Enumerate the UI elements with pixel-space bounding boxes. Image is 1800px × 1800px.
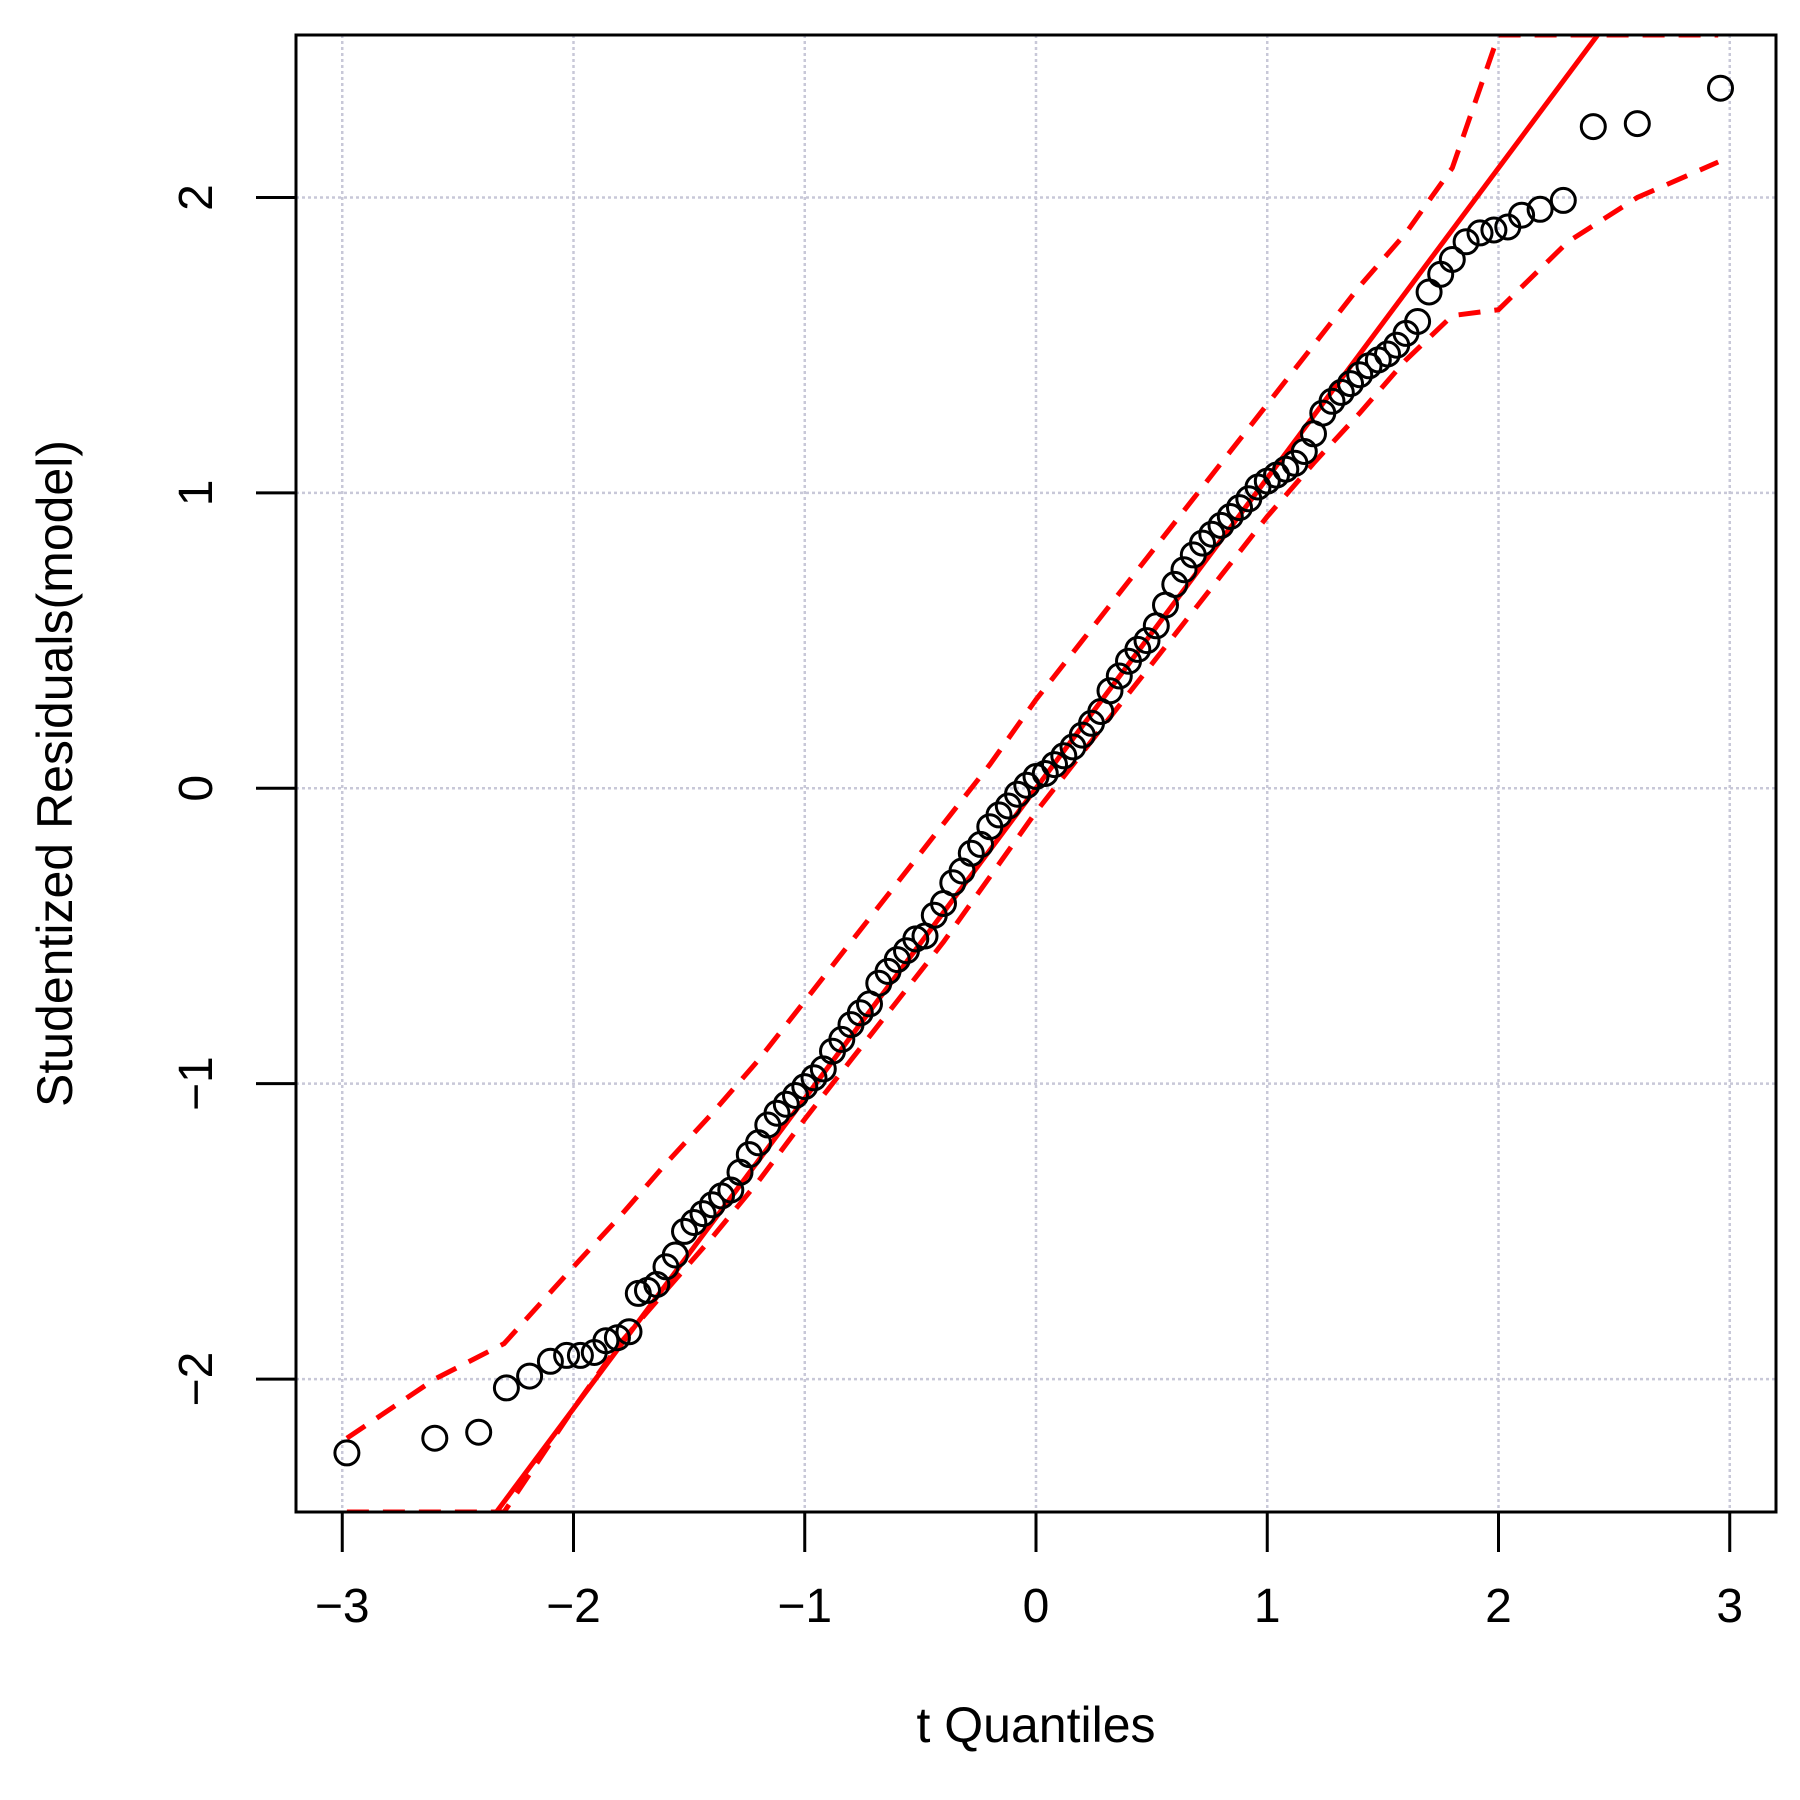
data-point [689,1200,717,1228]
data-point [1050,742,1078,770]
data-point [1549,186,1577,214]
y-tick-label: 2 [170,184,223,211]
data-point [1226,494,1253,522]
data-points [333,74,1734,1467]
envelope-lower-line [346,159,1720,1512]
data-point [1452,228,1480,256]
data-point [553,1341,581,1369]
y-axis-title: Studentized Residuals(model) [27,440,83,1107]
data-point [1466,219,1494,247]
data-point [828,1025,856,1053]
data-point [1526,195,1554,223]
data-point [1198,520,1226,548]
data-point [1161,570,1189,598]
data-point [1041,751,1068,779]
y-tick-label: 0 [170,775,223,802]
x-tick-label: 2 [1485,1580,1512,1633]
data-point [671,1217,698,1245]
x-tick-label: −1 [777,1580,832,1633]
x-tick-label: −2 [546,1580,601,1633]
data-point [1346,361,1374,389]
data-point [615,1318,643,1346]
x-axis-title: t Quantiles [916,1697,1155,1753]
data-point [1508,201,1536,229]
data-point [566,1341,594,1369]
x-tick-label: −3 [315,1580,370,1633]
data-point [957,839,985,867]
x-tick-label: 3 [1716,1580,1743,1633]
data-point [1105,662,1133,690]
data-point [846,999,874,1027]
data-point [1207,511,1235,539]
data-point [800,1064,828,1092]
data-point [698,1191,726,1219]
confidence-envelope [345,35,1720,1512]
data-point [772,1090,800,1118]
data-point [791,1073,819,1101]
data-point [1318,387,1346,415]
data-point [1031,760,1059,787]
data-point [763,1099,791,1127]
data-point [1374,340,1401,368]
data-point [492,1374,520,1402]
data-point [782,1082,809,1109]
data-point [592,1327,620,1355]
data-point [536,1347,564,1375]
data-point [421,1424,449,1452]
data-point [516,1362,544,1390]
y-tick-label: 1 [170,480,223,507]
data-point [1096,677,1124,705]
x-tick-label: 0 [1023,1580,1050,1633]
data-point [1415,278,1443,306]
data-point [1579,113,1607,141]
data-point [1623,110,1651,138]
data-point [1327,378,1355,406]
x-tick-label: 1 [1254,1580,1281,1633]
axes-layer: −3 −2 −1 0 1 2 3 −2 −1 0 1 2 [170,184,1743,1633]
data-point [1216,503,1244,530]
data-point [680,1209,708,1236]
data-point [1438,246,1466,273]
envelope-upper-line [345,35,1719,1441]
y-tick-label: −1 [170,1056,223,1111]
data-point [465,1418,493,1446]
data-point [333,1439,361,1467]
y-tick-label: −2 [170,1352,223,1407]
data-point [1133,627,1161,655]
data-point [1404,308,1432,335]
data-point [1124,635,1152,663]
data-point [661,1241,689,1269]
data-point [883,946,911,974]
data-point [1480,216,1508,244]
data-point [1189,529,1216,557]
data-point [1170,556,1198,584]
data-point [985,801,1013,829]
data-point [1337,370,1364,398]
data-point [1707,74,1734,102]
data-point [1004,780,1031,808]
